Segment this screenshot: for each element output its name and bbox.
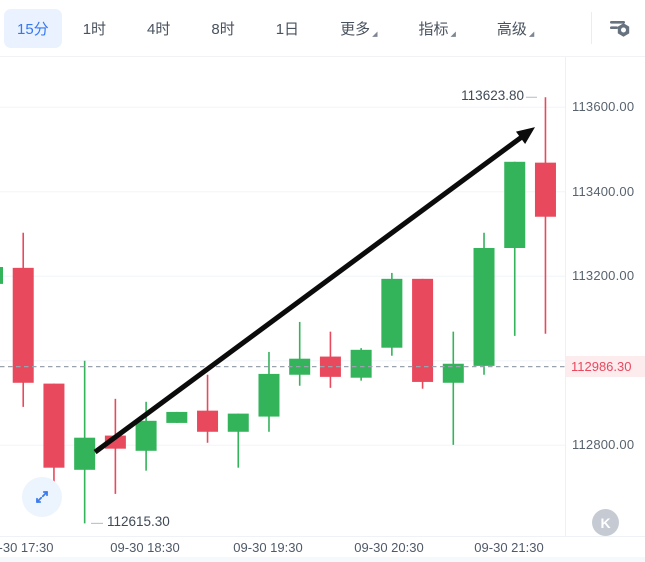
time-tick-label: 09-30 19:30 <box>233 540 303 555</box>
candle-body <box>12 267 34 383</box>
indicator-settings-button[interactable] <box>607 15 633 41</box>
high-price-label: 113623.80 <box>461 88 524 104</box>
tab-more-label: 更多 <box>340 20 371 38</box>
candle-body <box>258 373 280 417</box>
price-tick-label: 113200.00 <box>572 268 635 284</box>
candle-body <box>381 278 403 348</box>
dropdown-caret-icon: ◢ <box>528 30 535 38</box>
toolbar-divider <box>591 12 592 44</box>
plot-svg <box>0 96 565 524</box>
dropdown-caret-icon: ◢ <box>372 30 378 38</box>
kucoin-watermark: K <box>592 509 619 536</box>
candle-body <box>74 437 96 470</box>
list-gear-icon <box>610 21 630 37</box>
tab-indicators-label: 指标 <box>418 20 449 38</box>
price-tick-label: 113600.00 <box>572 99 635 115</box>
candle-body <box>504 161 526 248</box>
tab-advanced-label: 高级 <box>496 20 527 38</box>
bottom-band <box>0 557 645 562</box>
candle-body <box>135 420 157 451</box>
price-tick-label: 113400.00 <box>572 183 635 199</box>
tab-advanced[interactable]: 高级 ◢ <box>497 18 534 39</box>
axis-border <box>565 57 566 556</box>
tab-4hour[interactable]: 4时 <box>147 20 171 38</box>
candle-body <box>534 162 556 217</box>
low-price-label: 112615.30 <box>107 514 170 530</box>
trend-arrow-head <box>515 127 536 145</box>
candle-body <box>473 247 495 366</box>
tab-more[interactable]: 更多 ◢ <box>340 18 377 39</box>
tab-8hour[interactable]: 8时 <box>211 20 235 38</box>
dropdown-caret-icon: ◢ <box>450 30 456 38</box>
candle-body <box>350 349 372 378</box>
tab-1hour[interactable]: 1时 <box>82 20 107 38</box>
candle-body <box>412 278 434 382</box>
time-tick-label: 09-30 20:30 <box>354 540 424 555</box>
time-tick-label: 09-30 18:30 <box>110 540 180 555</box>
expand-button[interactable] <box>22 477 62 517</box>
time-tick-label: 09-30 21:30 <box>474 540 544 555</box>
candle-body <box>43 383 65 468</box>
candle-body <box>442 363 464 383</box>
candle-body <box>227 413 249 432</box>
candle-body <box>0 267 3 284</box>
time-tick-label: -30 17:30 <box>0 540 54 555</box>
interval-toolbar: 15分 1时 4时 8时 1日 更多 ◢ 指标 ◢ 高级 ◢ <box>0 0 645 57</box>
price-tick-label: 112800.00 <box>572 437 635 453</box>
candlestick-chart[interactable]: 113600.00 113400.00 113200.00 112800.00 112… <box>0 57 645 562</box>
expand-icon <box>36 491 48 503</box>
tab-15min[interactable]: 15分 <box>4 8 62 48</box>
time-axis: -30 17:30 09-30 18:30 09-30 19:30 09-30 20:… <box>0 536 645 557</box>
candle-body <box>197 410 219 432</box>
trend-arrow-line <box>93 133 526 455</box>
tab-indicators[interactable]: 指标 ◢ <box>418 18 455 39</box>
current-price-label: 112986.30 <box>566 356 645 378</box>
candle-body <box>166 411 188 423</box>
tab-1day[interactable]: 1日 <box>275 20 300 38</box>
